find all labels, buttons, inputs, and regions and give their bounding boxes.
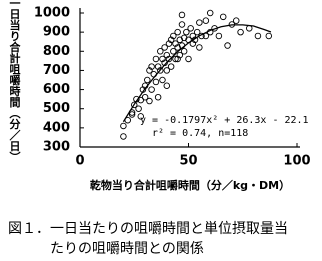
caption-line: 図１．一日当たりの咀嚼時間と単位摂取量当 <box>8 221 288 237</box>
data-point <box>148 63 155 70</box>
y-tick-label: 300 <box>43 140 70 155</box>
data-point <box>254 32 262 40</box>
data-point <box>219 13 227 21</box>
y-tick-label: 800 <box>43 44 70 59</box>
r-squared: r² = 0.74, n=118 <box>152 128 248 139</box>
data-point <box>161 44 168 51</box>
y-tick-label: 1000 <box>34 6 70 21</box>
caption-line: たりの咀嚼時間との関係 <box>50 241 204 257</box>
data-point <box>146 97 153 105</box>
data-point <box>174 28 181 36</box>
data-point <box>265 32 273 40</box>
data-point <box>159 55 166 63</box>
data-point <box>163 51 171 59</box>
x-tick-label: 100 <box>283 154 310 169</box>
data-point <box>176 36 184 44</box>
x-tick-label: 50 <box>179 154 197 169</box>
data-point <box>193 28 201 36</box>
data-point <box>157 67 164 74</box>
data-point <box>154 63 162 70</box>
data-point <box>178 21 186 28</box>
data-point <box>130 101 138 109</box>
data-point <box>137 113 145 120</box>
data-point <box>165 55 173 63</box>
data-point <box>206 9 214 17</box>
data-point <box>172 55 179 63</box>
data-point <box>189 32 197 40</box>
data-point <box>146 67 153 74</box>
data-point <box>185 55 192 63</box>
data-point <box>144 76 151 84</box>
data-point <box>120 133 127 140</box>
x-tick-label: 0 <box>75 154 84 169</box>
data-point <box>170 32 177 40</box>
data-point <box>141 93 149 101</box>
data-point <box>163 82 171 89</box>
data-point <box>187 25 194 32</box>
data-point <box>163 67 171 74</box>
y-tick-label: 700 <box>43 63 70 78</box>
y-tick-label: 600 <box>43 82 70 97</box>
data-point <box>137 96 145 104</box>
data-point <box>232 17 240 24</box>
data-point <box>159 76 166 84</box>
y-tick-label: 400 <box>43 120 70 135</box>
data-point <box>183 28 190 36</box>
data-point <box>152 78 160 86</box>
data-point <box>120 122 127 130</box>
x-axis-label: 乾物当り合計咀嚼時間（分／kg・DM） <box>90 178 290 192</box>
y-tick-label: 900 <box>43 25 70 40</box>
y-axis-label: 一日当り合計咀嚼時間（分／日） <box>8 0 22 163</box>
data-point <box>178 11 186 19</box>
data-point <box>165 40 173 47</box>
data-point <box>224 42 231 49</box>
data-point <box>157 48 164 55</box>
data-point <box>174 55 181 63</box>
data-point <box>148 86 155 93</box>
data-point <box>202 17 210 24</box>
data-point <box>189 40 197 47</box>
data-point <box>176 51 184 59</box>
data-point <box>196 19 203 26</box>
data-point <box>215 32 223 40</box>
fit-curve <box>122 24 272 123</box>
y-tick-label: 500 <box>43 101 70 116</box>
data-point <box>180 48 188 55</box>
data-point <box>237 28 244 36</box>
data-point <box>172 40 179 47</box>
data-point <box>154 93 162 101</box>
data-point <box>196 44 203 51</box>
data-point <box>135 105 142 112</box>
equation: y = -0.1797x² + 26.3x - 22.1 <box>140 115 309 126</box>
data-point <box>170 48 177 55</box>
data-point <box>152 55 160 63</box>
data-point <box>174 44 181 51</box>
data-point <box>128 111 136 118</box>
data-point <box>167 63 175 70</box>
data-point <box>167 36 175 44</box>
data-point <box>180 34 188 42</box>
